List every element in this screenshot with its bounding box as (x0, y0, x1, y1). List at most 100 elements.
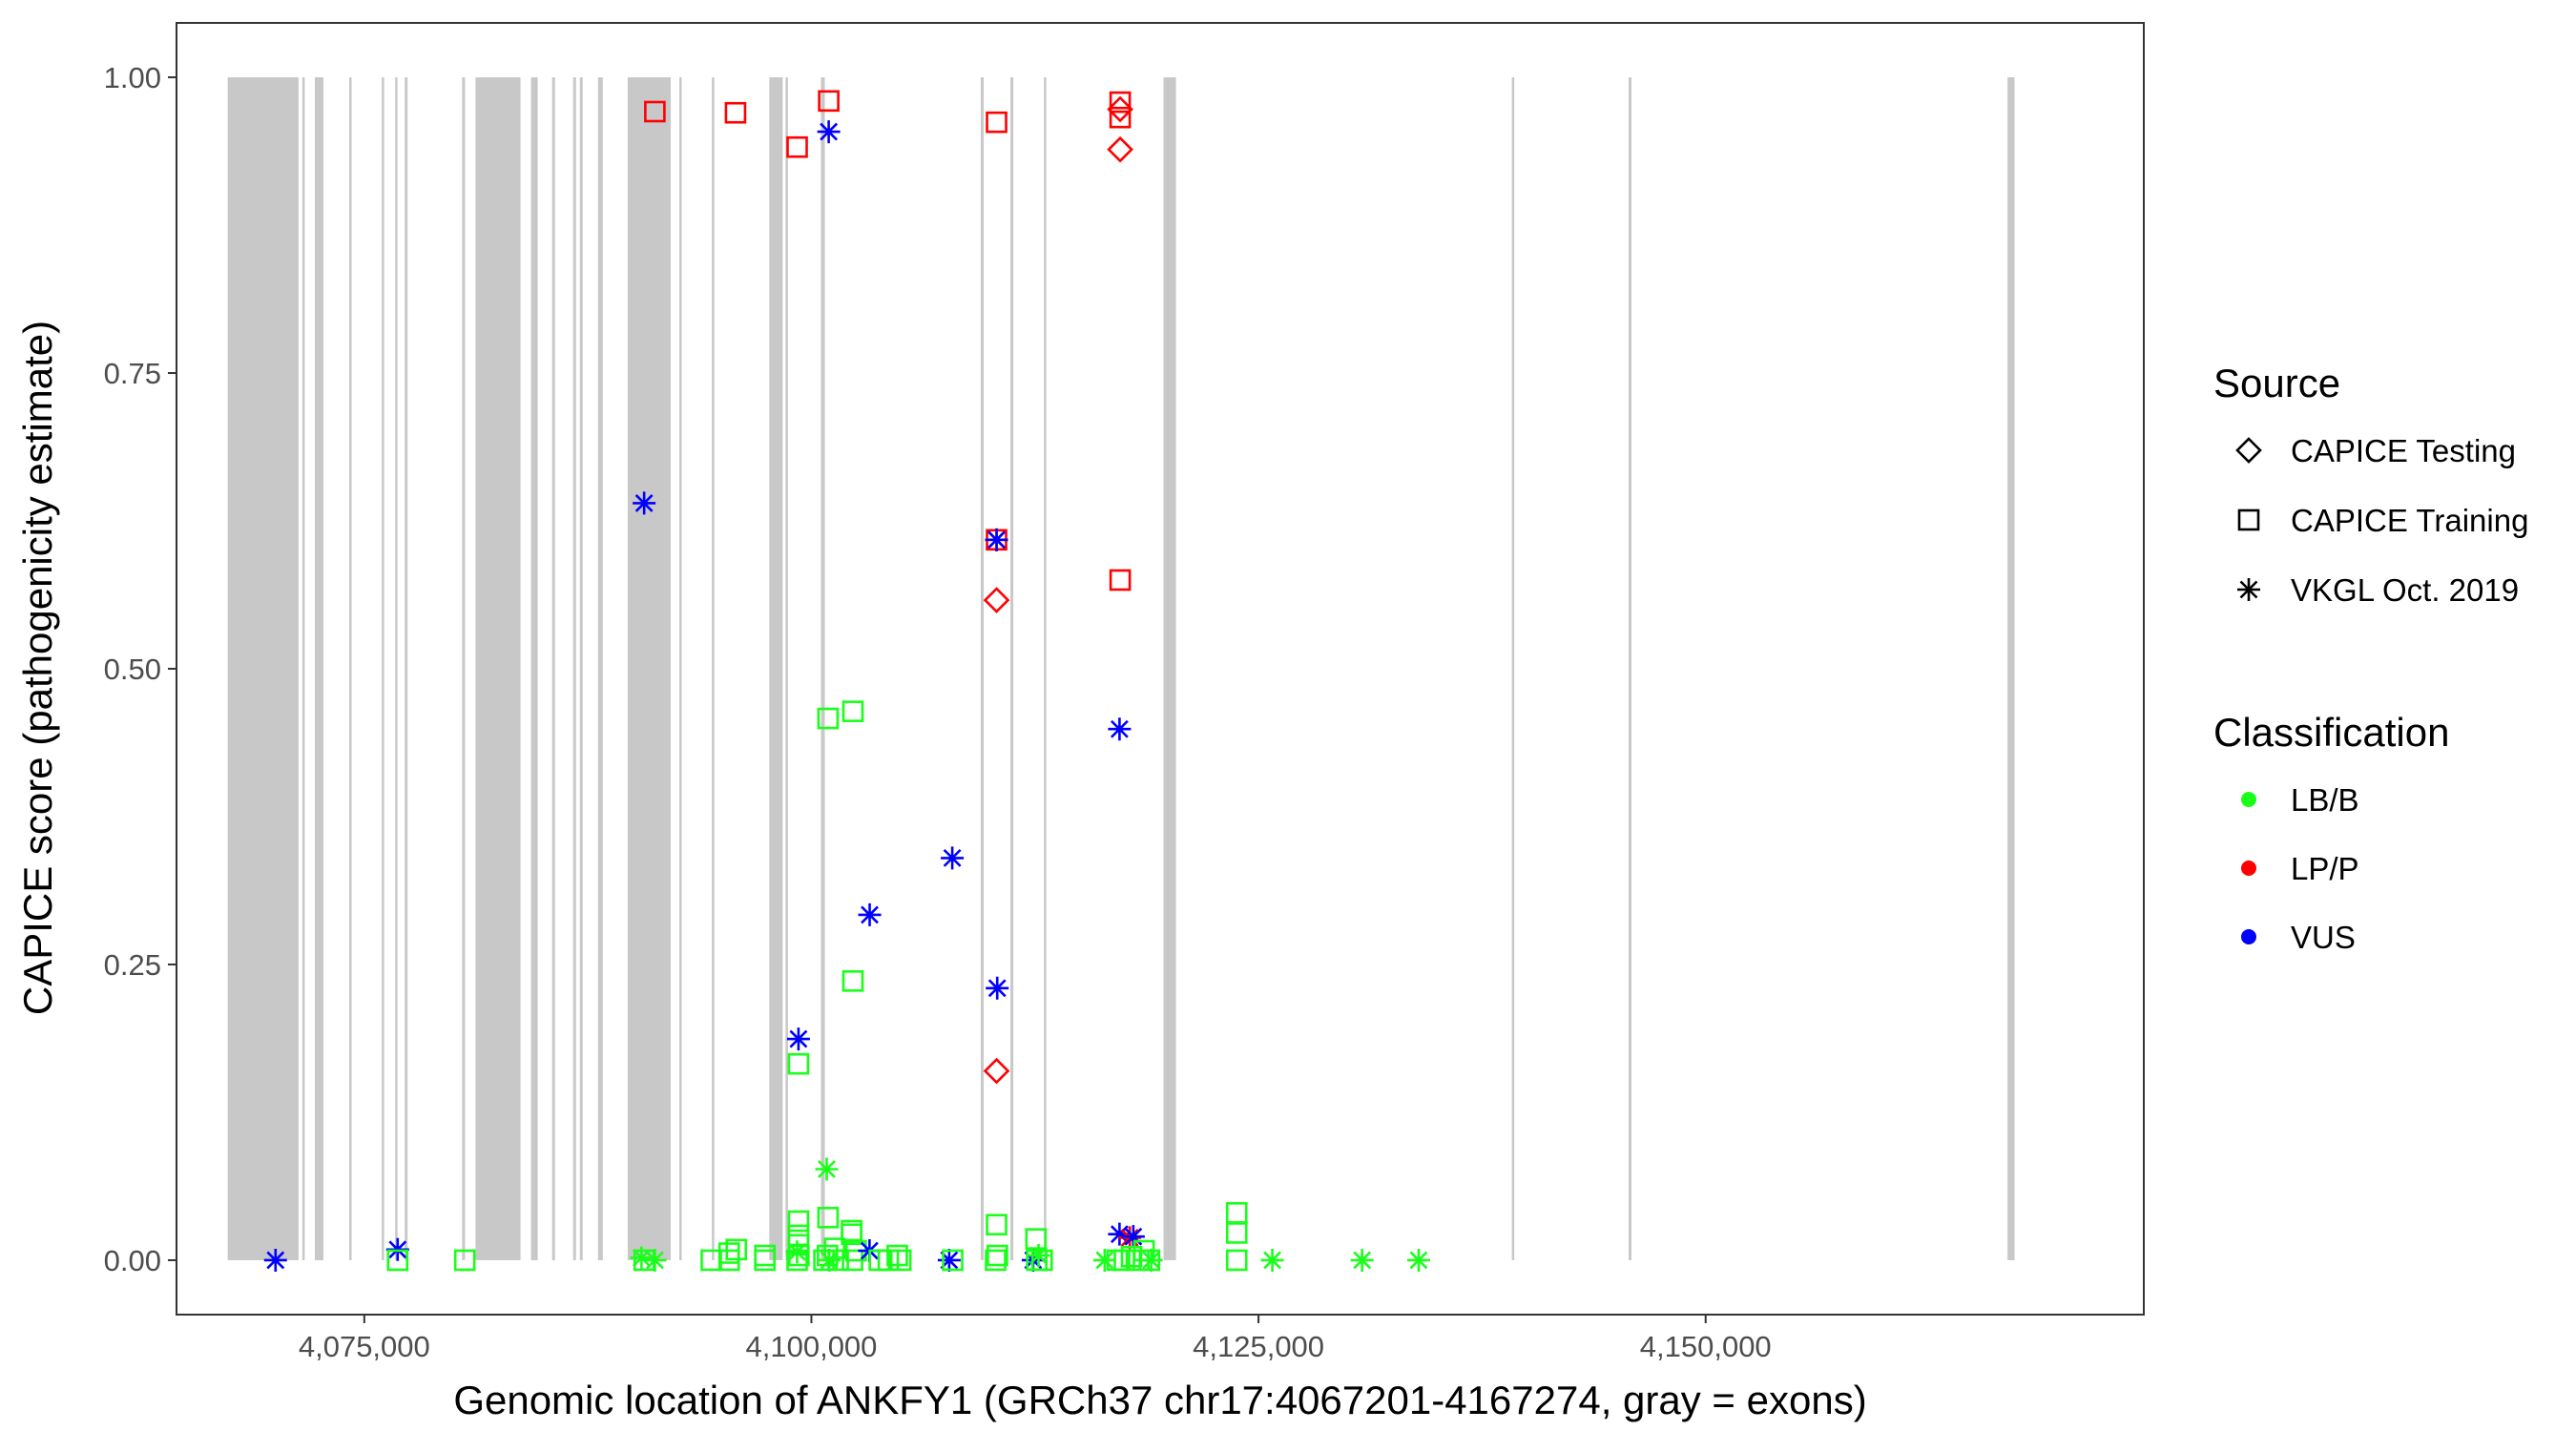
exon-band (475, 77, 521, 1260)
data-point (1225, 1222, 1248, 1244)
data-point (985, 528, 1008, 551)
data-point (633, 1249, 655, 1272)
x-tick-label: 4,150,000 (1640, 1330, 1772, 1363)
exon-band (679, 77, 682, 1260)
exon-band (1628, 77, 1631, 1260)
data-point (986, 111, 1008, 134)
data-point (787, 1210, 810, 1233)
legend-label: LP/P (2291, 851, 2359, 886)
data-point (1108, 1222, 1132, 1246)
data-point (841, 700, 864, 722)
exon-band (572, 77, 576, 1260)
points-layer (263, 90, 1430, 1272)
data-point (1109, 91, 1132, 114)
exon-band (301, 77, 305, 1260)
data-point (788, 1244, 810, 1267)
exon-band (579, 77, 583, 1260)
exon-band (785, 77, 788, 1260)
data-point (1260, 1248, 1284, 1272)
exon-band (227, 77, 299, 1260)
exon-band (712, 77, 715, 1260)
data-point (937, 1248, 961, 1272)
exon-band (597, 77, 603, 1260)
data-point (841, 1223, 862, 1245)
data-point (815, 1157, 839, 1181)
legend-source-title: Source (2213, 361, 2340, 405)
data-point (786, 135, 808, 158)
exon-band (1010, 77, 1014, 1260)
data-point (983, 587, 1010, 613)
data-point (858, 902, 882, 926)
data-point (818, 90, 840, 113)
data-point (986, 1213, 1008, 1236)
y-tick-label: 1.00 (104, 61, 161, 94)
data-point (1025, 1228, 1048, 1250)
data-point (263, 1248, 287, 1272)
legend-key-asterisk-icon (2237, 578, 2260, 601)
exon-band (395, 77, 398, 1260)
data-point (985, 1249, 1007, 1272)
exon-band (1044, 77, 1047, 1260)
data-point (1109, 569, 1132, 591)
data-point (983, 1057, 1010, 1085)
data-point (644, 100, 666, 123)
data-point (724, 101, 747, 124)
y-axis: 0.00 0.25 0.50 0.75 1.00 (104, 61, 177, 1277)
exon-band (462, 77, 466, 1260)
exon-band (2007, 77, 2015, 1260)
data-point (754, 1244, 777, 1267)
data-point (817, 1207, 840, 1229)
legend-classification-title: Classification (2213, 710, 2449, 755)
data-point (787, 1052, 810, 1075)
data-point (986, 976, 1009, 1000)
y-tick-label: 0.75 (104, 357, 161, 390)
data-point (630, 1246, 654, 1270)
exon-band (980, 77, 985, 1260)
data-point (942, 1249, 964, 1272)
data-point (987, 1244, 1008, 1267)
data-point (453, 1249, 476, 1272)
data-point (786, 1027, 810, 1051)
exon-band (382, 77, 384, 1260)
exon-layer (227, 77, 2015, 1260)
exon-band (821, 77, 825, 1260)
data-point (1108, 717, 1132, 741)
data-point (1406, 1248, 1430, 1272)
data-point (1225, 1202, 1248, 1224)
exon-band (530, 77, 538, 1260)
data-point (1121, 1225, 1145, 1249)
data-point (1107, 135, 1133, 163)
x-axis: 4,075,000 4,100,000 4,125,000 4,150,000 (299, 1315, 1772, 1363)
data-point (633, 491, 656, 515)
legend-label: CAPICE Training (2291, 503, 2528, 538)
data-point (717, 1249, 740, 1272)
exon-band (1511, 77, 1515, 1260)
x-tick-label: 4,125,000 (1193, 1330, 1324, 1363)
exon-band (627, 77, 672, 1260)
data-point (817, 120, 841, 144)
y-tick-label: 0.50 (104, 653, 161, 686)
legend-label: VKGL Oct. 2019 (2291, 572, 2519, 608)
data-point (889, 1249, 912, 1272)
legend-key-dot-icon (2241, 792, 2256, 807)
exon-band (769, 77, 783, 1260)
data-point (1139, 1248, 1163, 1272)
x-axis-title: Genomic location of ANKFY1 (GRCh37 chr17… (453, 1378, 1866, 1422)
data-point (841, 970, 864, 992)
data-point (886, 1244, 908, 1267)
legend-key-square-icon (2237, 508, 2260, 531)
data-point (1092, 1248, 1116, 1272)
legend-key-dot-icon (2241, 929, 2256, 944)
data-point (1225, 1249, 1248, 1272)
legend-key-diamond-icon (2235, 437, 2262, 464)
x-tick-label: 4,100,000 (746, 1330, 878, 1363)
y-axis-title: CAPICE score (pathogenicity estimate) (15, 321, 60, 1015)
data-point (1107, 95, 1133, 123)
exon-band (349, 77, 352, 1260)
data-point (823, 1237, 846, 1259)
legend: Source CAPICE Testing CAPICE Training VKGL… (2213, 361, 2528, 955)
y-tick-label: 0.25 (104, 948, 161, 982)
x-tick-label: 4,075,000 (299, 1330, 430, 1363)
y-tick-label: 0.00 (104, 1244, 161, 1277)
